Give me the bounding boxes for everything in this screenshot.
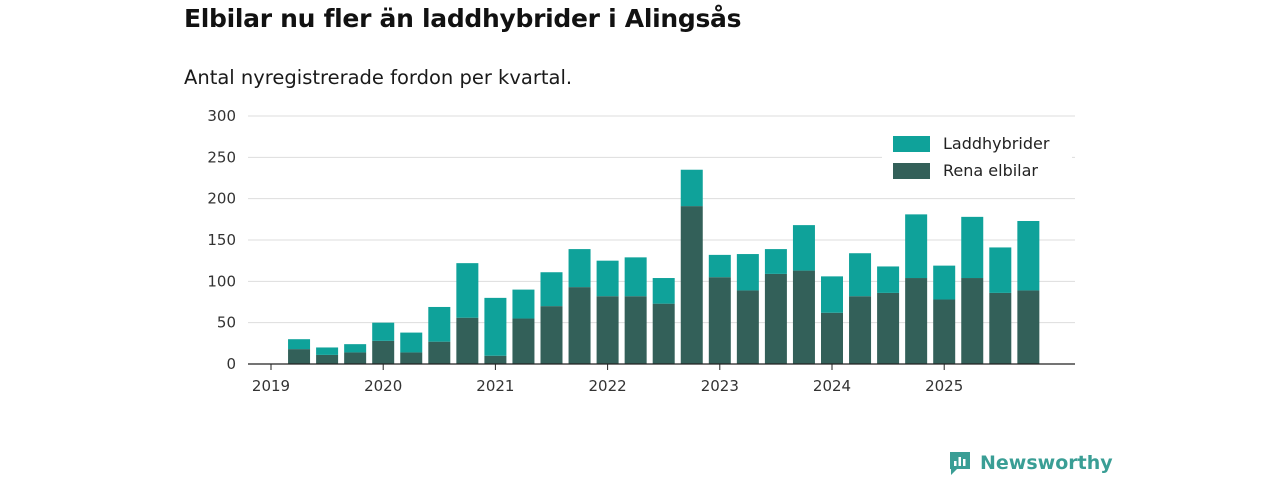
x-tick-label: 2020 <box>364 377 402 395</box>
bar-laddhybrider-2019-Q4 <box>344 344 367 353</box>
bar-laddhybrider-2025-Q2 <box>961 216 984 279</box>
bar-rena-elbilar-2020-Q1 <box>372 340 395 364</box>
bar-rena-elbilar-2021-Q3 <box>540 306 563 364</box>
y-tick-label: 100 <box>207 272 236 290</box>
bar-laddhybrider-2025-Q4 <box>1017 220 1040 291</box>
bar-laddhybrider-2023-Q1 <box>708 254 731 278</box>
bar-laddhybrider-2020-Q1 <box>372 322 395 341</box>
bar-laddhybrider-2019-Q2 <box>288 339 311 350</box>
x-tick-label: 2023 <box>701 377 739 395</box>
bar-laddhybrider-2022-Q2 <box>624 257 647 297</box>
y-tick-label: 50 <box>217 314 236 332</box>
bar-laddhybrider-2022-Q3 <box>652 278 675 304</box>
bar-rena-elbilar-2021-Q4 <box>568 287 591 364</box>
y-tick-label: 200 <box>207 190 236 208</box>
bar-laddhybrider-2020-Q4 <box>456 263 479 318</box>
bar-rena-elbilar-2024-Q1 <box>821 312 843 364</box>
bar-rena-elbilar-2020-Q4 <box>456 317 479 364</box>
y-tick-label: 250 <box>207 148 236 166</box>
bar-rena-elbilar-2023-Q1 <box>708 277 731 364</box>
bar-laddhybrider-2020-Q2 <box>400 332 423 353</box>
bar-laddhybrider-2023-Q3 <box>764 249 787 274</box>
x-tick-label: 2024 <box>813 377 851 395</box>
bar-rena-elbilar-2025-Q1 <box>933 299 956 364</box>
bar-rena-elbilar-2023-Q2 <box>736 290 759 364</box>
bar-rena-elbilar-2022-Q4 <box>680 206 703 364</box>
bar-rena-elbilar-2021-Q1 <box>484 355 507 364</box>
bar-rena-elbilar-2024-Q2 <box>849 296 872 364</box>
bar-rena-elbilar-2024-Q4 <box>905 278 928 364</box>
bar-laddhybrider-2025-Q1 <box>933 265 956 300</box>
bar-laddhybrider-2021-Q4 <box>568 249 591 288</box>
bar-rena-elbilar-2022-Q3 <box>652 303 675 364</box>
chart-title: Elbilar nu fler än laddhybrider i Alings… <box>184 4 742 33</box>
bar-laddhybrider-2025-Q3 <box>989 247 1012 293</box>
bar-laddhybrider-2019-Q3 <box>316 347 339 355</box>
bar-rena-elbilar-2025-Q3 <box>989 292 1012 364</box>
bar-rena-elbilar-2023-Q4 <box>792 270 815 364</box>
newsworthy-logo: Newsworthy <box>948 450 1113 476</box>
x-tick-label: 2022 <box>589 377 627 395</box>
bar-laddhybrider-2024-Q4 <box>905 214 928 279</box>
x-tick-label: 2025 <box>925 377 963 395</box>
bar-rena-elbilar-2024-Q3 <box>877 292 900 364</box>
bar-laddhybrider-2024-Q3 <box>877 266 900 293</box>
y-axis-ticks: 0 50 100 150 200 250 300 <box>207 107 236 373</box>
bar-laddhybrider-2022-Q4 <box>680 169 703 207</box>
newsworthy-logo-icon <box>950 452 970 475</box>
bar-rena-elbilar-2022-Q2 <box>624 296 647 364</box>
bar-laddhybrider-2021-Q3 <box>540 272 563 307</box>
bar-laddhybrider-2023-Q4 <box>792 225 815 271</box>
bar-rena-elbilar-2020-Q3 <box>428 341 451 364</box>
legend-label-rena-elbilar: Rena elbilar <box>943 161 1038 180</box>
y-tick-label: 0 <box>226 355 236 373</box>
bar-laddhybrider-2021-Q1 <box>484 297 507 356</box>
bar-rena-elbilar-2021-Q2 <box>512 318 535 364</box>
bar-laddhybrider-2022-Q1 <box>596 260 619 297</box>
x-axis-ticks: 2019 2020 2021 2022 2023 2024 2025 <box>252 364 963 395</box>
legend-label-laddhybrider: Laddhybrider <box>943 134 1050 153</box>
y-tick-label: 150 <box>207 231 236 249</box>
chart-subtitle: Antal nyregistrerade fordon per kvartal. <box>184 66 573 89</box>
bar-laddhybrider-2024-Q2 <box>849 253 872 297</box>
legend-swatch-rena-elbilar <box>893 163 930 179</box>
y-tick-label: 300 <box>207 107 236 125</box>
bar-laddhybrider-2024-Q1 <box>821 276 843 313</box>
bar-rena-elbilar-2023-Q3 <box>764 273 787 364</box>
brand-name: Newsworthy <box>980 452 1113 474</box>
bar-rena-elbilar-2019-Q3 <box>316 354 339 364</box>
bar-rena-elbilar-2025-Q2 <box>961 278 984 364</box>
bar-laddhybrider-2021-Q2 <box>512 289 535 319</box>
bar-rena-elbilar-2019-Q2 <box>288 349 311 364</box>
bar-rena-elbilar-2020-Q2 <box>400 352 423 364</box>
bars <box>288 169 1040 364</box>
bar-laddhybrider-2020-Q3 <box>428 306 451 342</box>
legend: Laddhybrider Rena elbilar <box>882 127 1072 187</box>
bar-rena-elbilar-2022-Q1 <box>596 296 619 364</box>
x-tick-label: 2019 <box>252 377 290 395</box>
x-tick-label: 2021 <box>476 377 514 395</box>
bar-rena-elbilar-2025-Q4 <box>1017 290 1040 364</box>
legend-swatch-laddhybrider <box>893 136 930 152</box>
bar-laddhybrider-2023-Q2 <box>736 254 759 291</box>
bar-rena-elbilar-2019-Q4 <box>344 352 367 364</box>
